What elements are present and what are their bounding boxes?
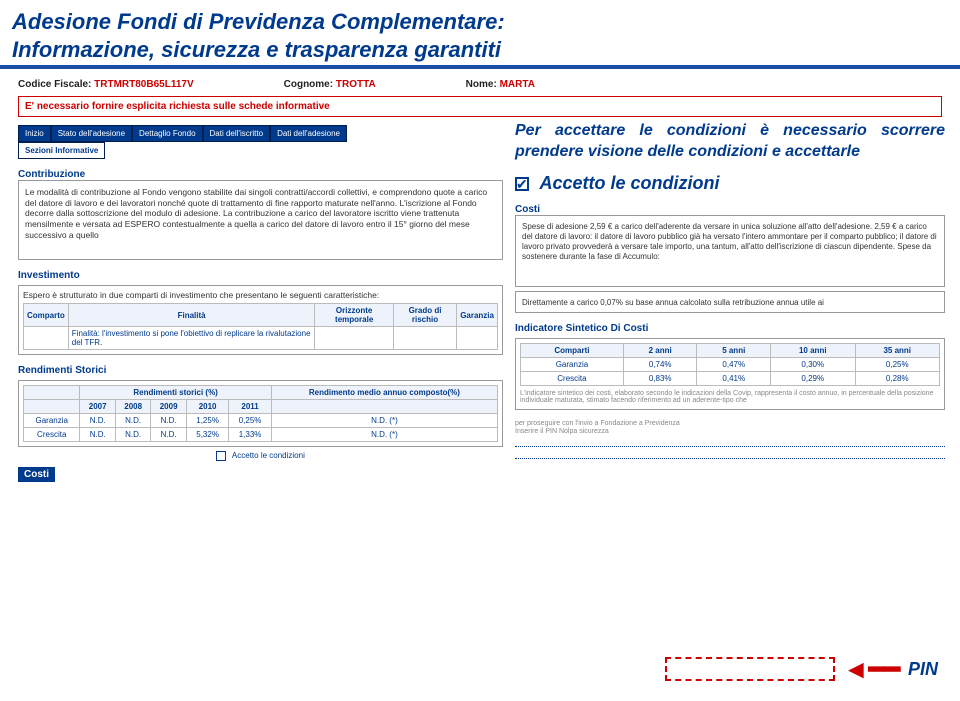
identity-row: Codice Fiscale: TRTMRT80B65L117V Cognome… (0, 69, 960, 92)
y3: 2010 (186, 400, 228, 414)
instruction-note: Per accettare le condizioni è necessario… (515, 121, 945, 163)
title-line2: Informazione, sicurezza e trasparenza ga… (12, 37, 501, 62)
ih1: 2 anni (623, 343, 697, 357)
tab-dettaglio[interactable]: Dettaglio Fondo (132, 125, 202, 142)
ind-pane: Comparti 2 anni 5 anni 10 anni 35 anni G… (515, 338, 945, 410)
r11: N.D. (115, 428, 150, 442)
y4: 2011 (229, 400, 271, 414)
title-line1: Adesione Fondi di Previdenza Complementa… (12, 9, 505, 34)
nome-value: MARTA (500, 79, 535, 90)
accept-checkbox[interactable] (515, 177, 529, 191)
r1n: Crescita (24, 428, 80, 442)
r0r: N.D. (*) (271, 414, 497, 428)
ih4: 35 anni (855, 343, 940, 357)
tabs: Inizio Stato dell'adesione Dettaglio Fon… (18, 125, 503, 142)
arrow-icon: ◄━━ (843, 663, 900, 676)
investimento-pane: Espero è strutturato in due comparti di … (18, 285, 503, 355)
r13: 5,32% (186, 428, 228, 442)
accept-label: Accetto le condizioni (539, 173, 719, 193)
ir1n: Crescita (521, 371, 624, 385)
ir13: 0,28% (855, 371, 940, 385)
slide-title: Adesione Fondi di Previdenza Complementa… (0, 0, 960, 65)
rs-rlabel: Rendimento medio annuo composto(%) (271, 386, 497, 400)
inv-h1: Finalità (68, 304, 315, 327)
dotline2 (515, 451, 945, 459)
inv-cell (393, 327, 456, 350)
ih2: 5 anni (697, 343, 771, 357)
investimento-body: Espero è strutturato in due comparti di … (23, 290, 498, 300)
r00: N.D. (80, 414, 115, 428)
inv-h3: Grado di rischio (393, 304, 456, 327)
inv-cell (24, 327, 69, 350)
left-column: Inizio Stato dell'adesione Dettaglio Fon… (18, 121, 503, 482)
rs-empty (24, 386, 80, 400)
ind-note: L'indicatore sintetico dei costi, elabor… (520, 390, 940, 405)
costi-body: Spese di adesione 2,59 € a carico dell'a… (522, 222, 938, 262)
r02: N.D. (151, 414, 186, 428)
ir10: 0,83% (623, 371, 697, 385)
inv-finalita: Finalità: l'investimento si pone l'obiet… (68, 327, 315, 350)
inner-accept-row: Accetto le condizioni (18, 451, 503, 461)
r04: 0,25% (229, 414, 271, 428)
costi-line: Direttamente a carico 0,07% su base annu… (522, 298, 824, 307)
proseguire1: per proseguire con l'invio a Fondazione … (515, 420, 945, 428)
ir02: 0,30% (771, 357, 855, 371)
right-column: Per accettare le condizioni è necessario… (515, 121, 945, 482)
inv-h0: Comparto (24, 304, 69, 327)
ir01: 0,47% (697, 357, 771, 371)
ir0n: Garanzia (521, 357, 624, 371)
inv-cell (315, 327, 393, 350)
rs-label: Rendimenti storici (%) (80, 386, 271, 400)
costi-header: Costi (18, 467, 55, 482)
cf-value: TRTMRT80B65L117V (94, 79, 193, 90)
inv-h4: Garanzia (457, 304, 498, 327)
contribuzione-pane[interactable]: Le modalità di contribuzione al Fondo ve… (18, 180, 503, 260)
inv-cell (457, 327, 498, 350)
inner-accept-label: Accetto le condizioni (232, 451, 305, 460)
cognome-value: TROTTA (336, 79, 376, 90)
ir11: 0,41% (697, 371, 771, 385)
dotline1 (515, 439, 945, 447)
rendimenti-head: Rendimenti Storici (18, 365, 503, 376)
ir00: 0,74% (623, 357, 697, 371)
rs-empty3 (271, 400, 497, 414)
tab-sezioni-informative[interactable]: Sezioni Informative (18, 142, 105, 159)
pin-input-outline[interactable] (665, 657, 835, 681)
rendimenti-pane: Rendimenti storici (%) Rendimento medio … (18, 380, 503, 447)
contribuzione-head: Contribuzione (18, 169, 503, 180)
costi-line-pane: Direttamente a carico 0,07% su base annu… (515, 291, 945, 313)
r10: N.D. (80, 428, 115, 442)
proseguire2: Inserire il PIN Nolpa sicurezza (515, 428, 945, 436)
ih0: Comparti (521, 343, 624, 357)
rs-empty2 (24, 400, 80, 414)
r0n: Garanzia (24, 414, 80, 428)
tab-inizio[interactable]: Inizio (18, 125, 51, 142)
tab-iscritto[interactable]: Dati dell'iscritto (203, 125, 271, 142)
cognome-label: Cognome: (284, 79, 333, 90)
r1r: N.D. (*) (271, 428, 497, 442)
nome-label: Nome: (466, 79, 497, 90)
warning-bar: E' necessario fornire esplicita richiest… (18, 96, 942, 117)
pin-row: ◄━━ PIN (665, 657, 938, 681)
r14: 1,33% (229, 428, 271, 442)
r01: N.D. (115, 414, 150, 428)
y1: 2008 (115, 400, 150, 414)
pin-label: PIN (908, 659, 938, 680)
ih3: 10 anni (771, 343, 855, 357)
inv-h2: Orizzonte temporale (315, 304, 393, 327)
y2: 2009 (151, 400, 186, 414)
cf-label: Codice Fiscale: (18, 79, 91, 90)
ind-head: Indicatore Sintetico Di Costi (515, 323, 945, 334)
inner-checkbox[interactable] (216, 451, 226, 461)
investimento-head: Investimento (18, 270, 503, 281)
tab-stato[interactable]: Stato dell'adesione (51, 125, 132, 142)
r12: N.D. (151, 428, 186, 442)
ir03: 0,25% (855, 357, 940, 371)
r03: 1,25% (186, 414, 228, 428)
costi-pane: Spese di adesione 2,59 € a carico dell'a… (515, 215, 945, 287)
y0: 2007 (80, 400, 115, 414)
costi-head-r: Costi (515, 204, 945, 215)
ir12: 0,29% (771, 371, 855, 385)
tab-adesione[interactable]: Dati dell'adesione (270, 125, 347, 142)
